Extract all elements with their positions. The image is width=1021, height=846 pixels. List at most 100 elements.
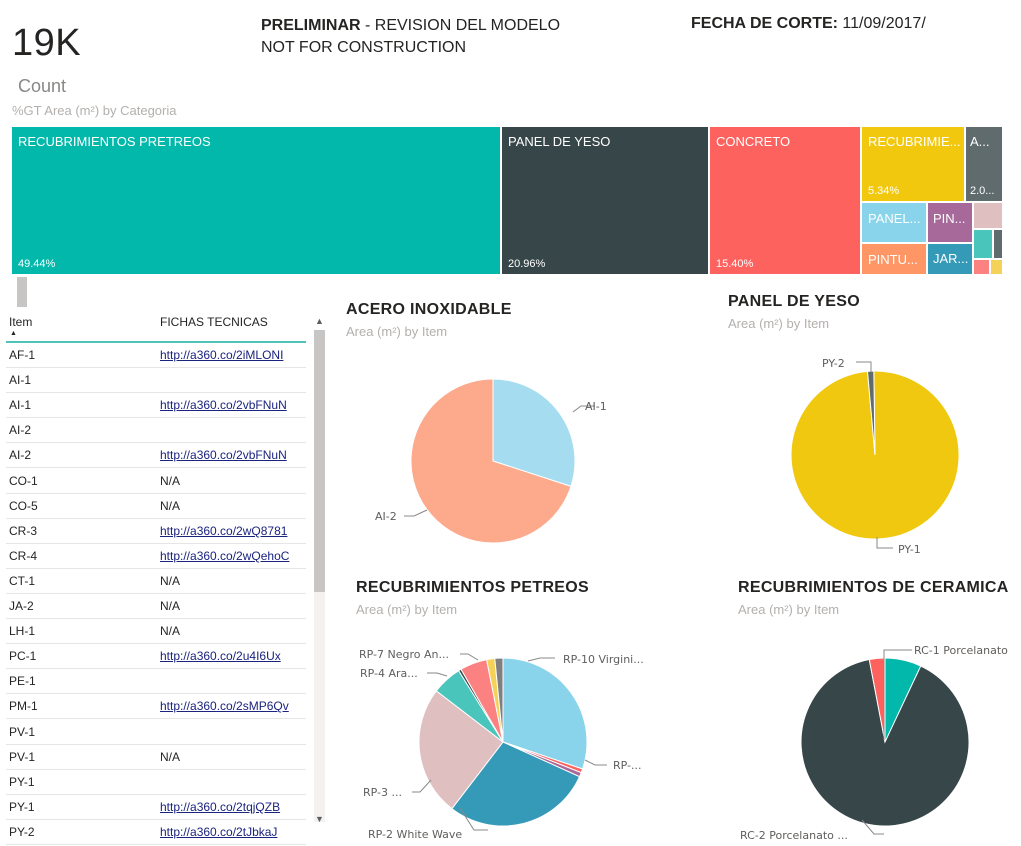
pie-slice[interactable] [410,378,572,544]
table-row[interactable]: PY-1 http://a360.co/2tqjQZB [6,794,306,820]
table-scrollbar[interactable]: ▲ ▼ [314,316,325,836]
scroll-thumb[interactable] [314,330,325,592]
table-row[interactable]: AI-2 http://a360.co/2vbFNuN [6,442,306,469]
kpi-value: 19K [12,22,82,64]
leader-line [876,537,893,549]
table-row[interactable]: PE-1 [6,668,306,695]
table-row[interactable]: CR-4 http://a360.co/2wQehoC [6,543,306,569]
leader-line [856,361,872,372]
tile-label: A... [970,134,990,149]
chart-subtitle-petreos: Area (m²) by Item [356,602,458,617]
cell-item: CR-3 [9,523,38,538]
table-row[interactable]: LH-1 N/A [6,618,306,645]
tile-label: RECUBRIMIENTOS PRETREOS [18,134,211,149]
treemap-tile[interactable]: RECUBRIMIENTOS PRETREOS 49.44% [12,127,502,276]
tile-label: PIN... [933,211,966,226]
scroll-up-icon[interactable]: ▲ [315,316,324,326]
table-row[interactable]: PV-1 N/A [6,744,306,770]
header-preliminar: PRELIMINAR - REVISION DEL MODELO NOT FOR… [261,15,560,59]
ficha-link[interactable]: http://a360.co/2tJbkaJ [160,824,278,839]
pie-slice[interactable] [502,657,588,770]
chart-title-ceramica: RECUBRIMIENTOS DE CERAMICA [738,579,1009,596]
table-row[interactable]: CO-1 N/A [6,468,306,494]
treemap-tile[interactable] [974,203,1004,230]
pie-label: PY-2 [822,357,845,370]
pie-ceramica: RC-1 Porcelanato RC-2 Porcelanato ... [740,644,1008,842]
table-row[interactable]: CO-5 N/A [6,493,306,519]
treemap-scroll-handle[interactable] [17,277,27,307]
tile-percent: 2.0... [970,185,995,197]
pie-slice[interactable] [418,690,504,810]
table-row[interactable]: CT-1 N/A [6,568,306,594]
treemap-tile[interactable]: JAR... [928,244,974,276]
pie-slice[interactable] [494,657,504,743]
pie-slice[interactable] [492,378,576,487]
table-row[interactable]: AF-1 http://a360.co/2iMLONI [6,342,306,368]
ficha-link[interactable]: http://a360.co/2wQ8781 [160,523,288,538]
pie-label: RC-2 Porcelanato ... [740,829,848,842]
chart-title-panel: PANEL DE YESO [728,293,860,310]
ficha-link[interactable]: http://a360.co/2sMP6Qv [160,699,289,714]
ficha-link[interactable]: http://a360.co/2vbFNuN [160,448,287,463]
pie-label: RC-1 Porcelanato [914,644,1008,657]
cell-item: AI-1 [9,398,32,413]
header-date: FECHA DE CORTE: 11/09/2017/ [691,15,926,33]
pie-label: AI-1 [585,400,607,413]
table-row[interactable]: AI-2 [6,417,306,444]
treemap: RECUBRIMIENTOS PRETREOS 49.44% PANEL DE … [12,127,1004,276]
ficha-link[interactable]: http://a360.co/2tqjQZB [160,799,281,814]
table-row[interactable]: PY-2 http://a360.co/2tJbkaJ [6,819,306,845]
sort-ascending-icon: ▲ [10,330,17,337]
treemap-title: %GT Area (m²) by Categoria [12,103,177,118]
treemap-tile[interactable] [974,260,991,276]
table-row[interactable]: PC-1 http://a360.co/2u4I6Ux [6,643,306,670]
pie-label: RP-10 Virgini... [563,653,644,666]
cell-item: PV-1 [9,724,36,739]
cell-item: AI-1 [9,373,32,388]
pie-slice[interactable] [800,658,970,827]
table-row[interactable]: CR-3 http://a360.co/2wQ8781 [6,518,306,544]
leader-line [460,653,479,661]
table-row[interactable]: AI-1 http://a360.co/2vbFNuN [6,392,306,419]
scroll-down-icon[interactable]: ▼ [315,814,324,824]
treemap-tile[interactable]: PINTU... [862,244,928,276]
treemap-tile[interactable]: PANEL... [862,203,928,244]
treemap-tile[interactable]: PANEL DE YESO 20.96% [502,127,710,276]
leader-line [459,807,488,831]
pie-slice[interactable] [451,741,581,827]
pie-label: PY-1 [898,543,921,556]
column-header-fichas[interactable]: FICHAS TECNICAS [160,315,268,329]
table-row[interactable]: AI-1 [6,367,306,394]
treemap-tile[interactable]: A... 2.0... [966,127,1004,203]
treemap-tile[interactable] [991,260,1004,276]
column-header-item[interactable]: Item [9,315,33,329]
leader-line [527,657,555,662]
ficha-link[interactable]: http://a360.co/2wQehoC [160,548,290,563]
pie-label: RP-2 White Wave [368,828,462,841]
ficha-link[interactable]: http://a360.co/2vbFNuN [160,398,287,413]
date-value: 11/09/2017/ [842,15,926,32]
cell-item: LH-1 [9,624,36,639]
ficha-link[interactable]: http://a360.co/2iMLONI [160,348,284,362]
treemap-tile[interactable]: CONCRETO 15.40% [710,127,862,276]
table-row[interactable]: JA-2 N/A [6,593,306,619]
cell-ficha: N/A [160,498,181,513]
leader-line [584,759,607,766]
treemap-tile[interactable] [994,230,1004,260]
chart-subtitle-ceramica: Area (m²) by Item [738,602,840,617]
cell-item: CO-5 [9,498,38,513]
cell-item: PY-1 [9,774,35,789]
tile-percent: 5.34% [868,185,900,197]
cell-ficha: N/A [160,473,181,488]
chart-subtitle-acero: Area (m²) by Item [346,324,448,339]
pie-slice[interactable] [868,657,886,743]
table-row[interactable]: PY-1 [6,769,306,795]
treemap-tile[interactable]: RECUBRIMIE... 5.34% [862,127,966,203]
table-row[interactable]: PM-1 http://a360.co/2sMP6Qv [6,693,306,720]
treemap-tile[interactable]: PIN... [928,203,974,244]
cell-item: AF-1 [9,348,36,362]
treemap-tile[interactable] [974,230,994,260]
table-row[interactable]: PV-1 [6,719,306,745]
ficha-link[interactable]: http://a360.co/2u4I6Ux [160,649,281,664]
tile-label: CONCRETO [716,134,791,149]
